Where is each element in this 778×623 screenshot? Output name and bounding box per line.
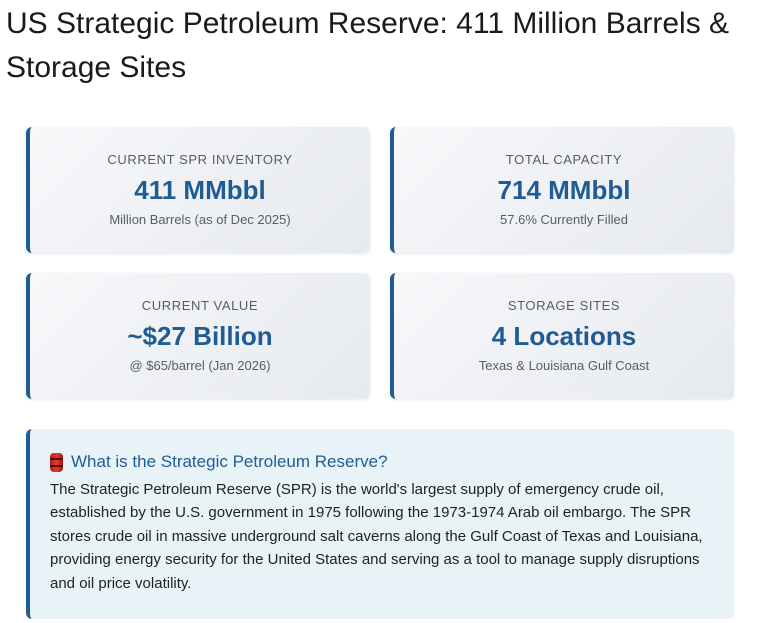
- stat-label: STORAGE SITES: [507, 298, 621, 313]
- stat-value: 411 MMbbl: [134, 175, 266, 205]
- stat-label: TOTAL CAPACITY: [505, 152, 623, 167]
- stat-value: ~$27 Billion: [127, 321, 273, 351]
- stat-label: CURRENT VALUE: [141, 298, 259, 313]
- stat-value: 4 Locations: [491, 321, 637, 351]
- stat-subtext: 57.6% Currently Filled: [500, 212, 628, 227]
- stat-card-capacity: TOTAL CAPACITY 714 MMbbl 57.6% Currently…: [390, 127, 734, 253]
- info-box: What is the Strategic Petroleum Reserve?…: [26, 429, 734, 619]
- info-heading-text: What is the Strategic Petroleum Reserve?: [71, 452, 388, 471]
- stat-subtext: Million Barrels (as of Dec 2025): [109, 212, 291, 227]
- stat-label: CURRENT SPR INVENTORY: [107, 152, 293, 167]
- info-heading: What is the Strategic Petroleum Reserve?: [50, 451, 714, 473]
- stat-card-inventory: CURRENT SPR INVENTORY 411 MMbbl Million …: [26, 127, 370, 253]
- info-body: The Strategic Petroleum Reserve (SPR) is…: [50, 481, 703, 592]
- page-title: US Strategic Petroleum Reserve: 411 Mill…: [6, 7, 730, 84]
- stat-card-value: CURRENT VALUE ~$27 Billion @ $65/barrel …: [26, 273, 370, 399]
- stat-value: 714 MMbbl: [497, 175, 631, 205]
- stat-card-sites: STORAGE SITES 4 Locations Texas & Louisi…: [390, 273, 734, 399]
- oil-barrel-icon: [50, 452, 63, 472]
- stat-subtext: @ $65/barrel (Jan 2026): [129, 358, 271, 373]
- stat-subtext: Texas & Louisiana Gulf Coast: [478, 358, 650, 373]
- stat-grid: CURRENT SPR INVENTORY 411 MMbbl Million …: [26, 127, 734, 399]
